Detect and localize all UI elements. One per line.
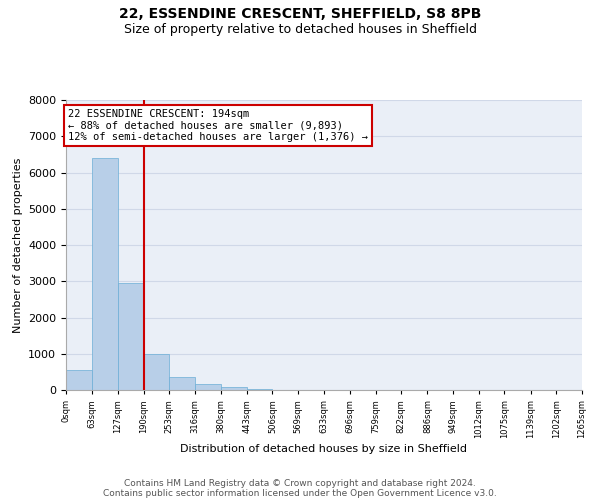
Text: Contains public sector information licensed under the Open Government Licence v3: Contains public sector information licen… xyxy=(103,488,497,498)
Text: Contains HM Land Registry data © Crown copyright and database right 2024.: Contains HM Land Registry data © Crown c… xyxy=(124,478,476,488)
Bar xyxy=(221,388,247,390)
Bar xyxy=(92,158,118,390)
X-axis label: Distribution of detached houses by size in Sheffield: Distribution of detached houses by size … xyxy=(181,444,467,454)
Bar xyxy=(143,354,169,390)
Bar xyxy=(247,388,272,390)
Text: Size of property relative to detached houses in Sheffield: Size of property relative to detached ho… xyxy=(124,22,476,36)
Bar xyxy=(118,283,143,390)
Text: 22 ESSENDINE CRESCENT: 194sqm
← 88% of detached houses are smaller (9,893)
12% o: 22 ESSENDINE CRESCENT: 194sqm ← 88% of d… xyxy=(68,109,368,142)
Y-axis label: Number of detached properties: Number of detached properties xyxy=(13,158,23,332)
Bar xyxy=(66,370,92,390)
Bar xyxy=(169,376,195,390)
Bar xyxy=(195,384,221,390)
Text: 22, ESSENDINE CRESCENT, SHEFFIELD, S8 8PB: 22, ESSENDINE CRESCENT, SHEFFIELD, S8 8P… xyxy=(119,8,481,22)
